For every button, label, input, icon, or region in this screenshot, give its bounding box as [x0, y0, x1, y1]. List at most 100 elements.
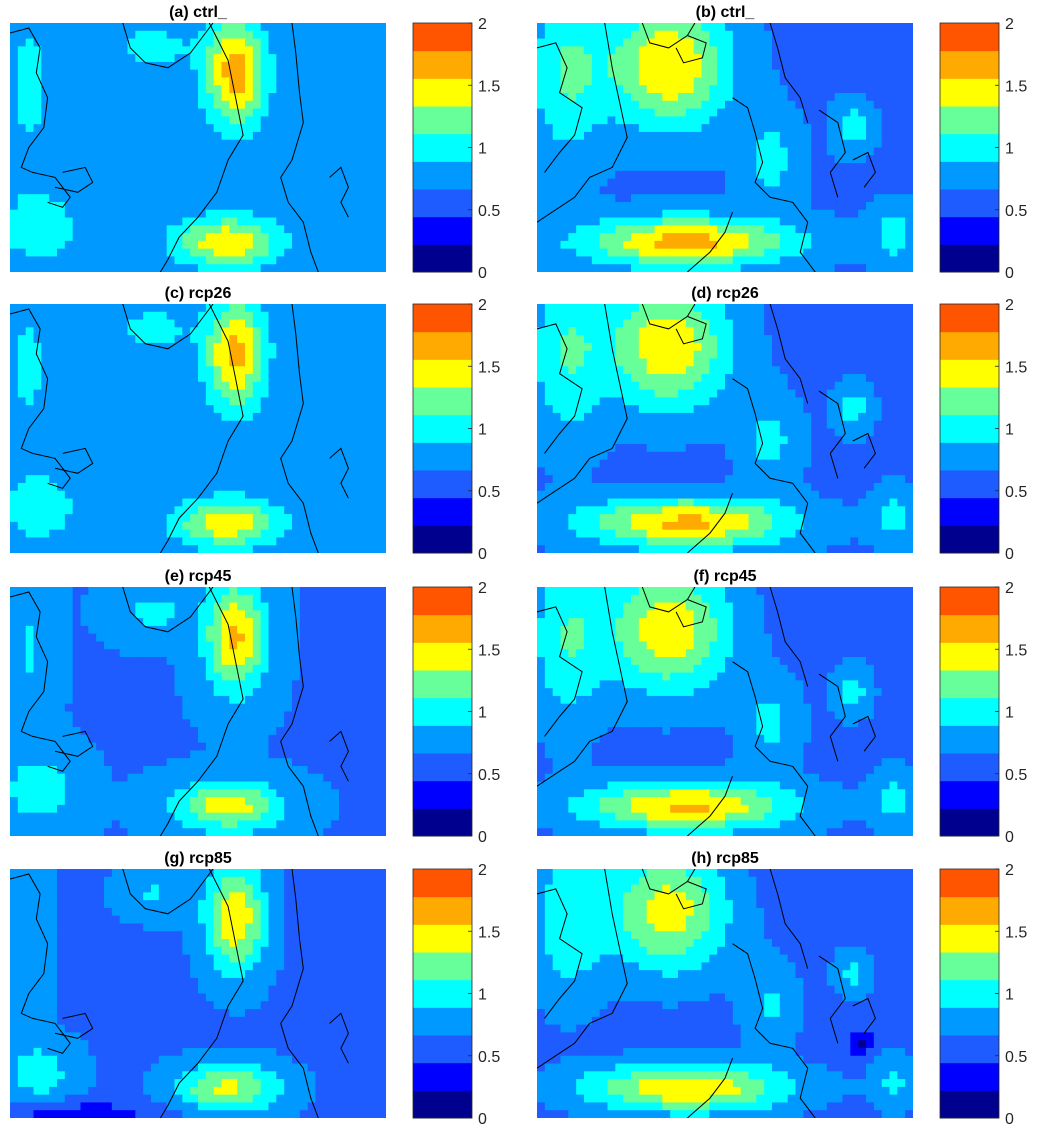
field-cell: [307, 537, 317, 546]
field-cell: [268, 381, 277, 391]
field-cell: [151, 248, 160, 258]
field-cell: [284, 412, 293, 422]
field-cell: [834, 23, 844, 32]
field-cell: [268, 46, 277, 55]
field-cell: [41, 186, 50, 195]
field-cell: [811, 194, 820, 203]
field-cell: [685, 38, 695, 47]
field-cell: [221, 77, 230, 86]
field-cell: [889, 311, 898, 321]
field-cell: [119, 459, 129, 469]
field-cell: [850, 116, 859, 125]
field-cell: [205, 147, 215, 156]
field-cell: [623, 217, 632, 226]
field-cell: [756, 69, 765, 79]
field-cell: [346, 155, 356, 164]
field-cell: [284, 506, 293, 515]
field-cell: [17, 131, 27, 141]
field-cell: [725, 69, 734, 79]
field-cell: [858, 100, 867, 110]
field-cell: [354, 358, 364, 367]
field-cell: [307, 248, 317, 258]
field-cell: [670, 163, 679, 172]
field-cell: [354, 201, 364, 211]
field-cell: [49, 46, 58, 55]
field-cell: [370, 194, 379, 203]
field-cell: [276, 147, 285, 156]
field-cell: [143, 85, 152, 94]
field-cell: [315, 381, 324, 391]
field-cell: [198, 108, 207, 117]
field-cell: [80, 327, 89, 336]
field-cell: [331, 108, 340, 117]
field-cell: [229, 420, 238, 430]
field-cell: [104, 240, 113, 250]
field-cell: [135, 319, 144, 328]
field-cell: [576, 201, 585, 211]
field-cell: [599, 311, 609, 321]
field-cell: [213, 545, 223, 553]
field-cell: [362, 366, 371, 375]
field-cell: [260, 342, 270, 352]
field-cell: [560, 69, 569, 79]
field-cell: [881, 93, 891, 102]
field-cell: [552, 233, 562, 242]
field-cell: [119, 498, 129, 507]
field-cell: [307, 358, 317, 367]
field-cell: [174, 521, 183, 531]
field-cell: [190, 100, 199, 110]
field-cell: [143, 529, 152, 539]
field-cell: [57, 240, 66, 250]
field-cell: [10, 545, 19, 553]
coastline-c-3: [280, 304, 319, 553]
field-cell: [803, 93, 812, 102]
field-cell: [41, 405, 50, 414]
field-cell: [252, 240, 262, 250]
field-cell: [57, 397, 66, 406]
field-cell: [607, 335, 616, 344]
field-cell: [834, 264, 844, 272]
field-cell: [205, 389, 215, 398]
field-cell: [354, 374, 364, 383]
field-cell: [190, 374, 199, 383]
field-cell: [143, 459, 152, 469]
field-cell: [292, 381, 301, 391]
field-cell: [49, 69, 58, 79]
field-cell: [717, 194, 726, 203]
field-cell: [850, 178, 859, 188]
field-cell: [819, 61, 828, 71]
field-cell: [591, 38, 601, 47]
field-cell: [693, 38, 703, 47]
field-cell: [276, 506, 285, 515]
field-cell: [873, 155, 883, 164]
field-cell: [104, 397, 113, 406]
field-cell: [740, 225, 750, 234]
field-cell: [701, 30, 710, 40]
field-cell: [607, 139, 616, 149]
field-cell: [182, 163, 191, 172]
field-cell: [693, 186, 703, 195]
field-cell: [858, 131, 867, 141]
field-cell: [725, 201, 734, 211]
field-cell: [323, 124, 332, 133]
field-cell: [307, 327, 317, 336]
field-cell: [654, 217, 663, 226]
field-cell: [88, 38, 97, 47]
field-cell: [80, 264, 89, 272]
field-cell: [25, 397, 35, 406]
field-cell: [307, 405, 317, 414]
field-cell: [158, 147, 168, 156]
field-cell: [331, 217, 340, 226]
field-cell: [268, 54, 277, 63]
field-cell: [268, 475, 277, 484]
field-cell: [127, 537, 136, 546]
field-cell: [221, 108, 230, 117]
field-cell: [568, 178, 577, 188]
field-cell: [174, 163, 183, 172]
field-cell: [41, 319, 50, 328]
field-cell: [49, 327, 58, 336]
field-cell: [615, 217, 624, 226]
field-cell: [237, 545, 246, 553]
field-cell: [198, 514, 207, 523]
field-cell: [354, 545, 364, 553]
